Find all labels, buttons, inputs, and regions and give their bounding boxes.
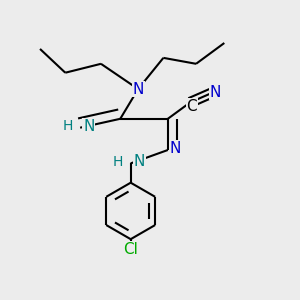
Text: N: N xyxy=(83,119,94,134)
Text: N: N xyxy=(169,141,181,156)
Text: H: H xyxy=(113,155,123,169)
Text: C: C xyxy=(186,98,197,113)
Text: N: N xyxy=(134,154,145,169)
Text: Cl: Cl xyxy=(123,242,138,257)
Text: N: N xyxy=(210,85,221,100)
Text: H: H xyxy=(62,119,73,133)
Text: N: N xyxy=(132,82,144,97)
